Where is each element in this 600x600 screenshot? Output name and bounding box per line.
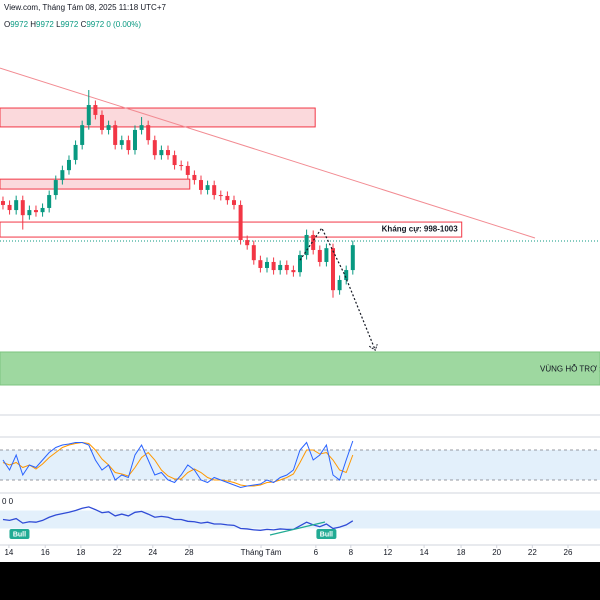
x-tick-label: 12: [383, 548, 392, 557]
candle-body: [179, 165, 184, 167]
candle-body: [264, 261, 269, 268]
candle-body: [238, 204, 243, 241]
candle-body: [60, 170, 65, 181]
x-tick-label: 26: [564, 548, 573, 557]
candle-body: [331, 248, 336, 291]
candle-body: [324, 248, 329, 262]
zone: [0, 107, 316, 128]
zone-label: VÙNG HỖ TRỢ :: [540, 365, 600, 374]
candle-body: [139, 125, 144, 130]
candle-body: [311, 234, 316, 250]
candle-body: [14, 200, 19, 211]
candle-body: [132, 129, 137, 151]
candle-body: [172, 155, 177, 166]
candle-body: [126, 140, 131, 151]
projection-arrowhead: [368, 344, 378, 351]
zone: [0, 221, 463, 238]
candle-body: [258, 260, 263, 268]
x-tick-label: 18: [76, 548, 85, 557]
x-tick-label: 14: [420, 548, 429, 557]
stoch-band: [0, 450, 600, 480]
x-tick-label: 8: [349, 548, 354, 557]
candle-body: [27, 210, 32, 216]
x-tick-label: 6: [314, 548, 319, 557]
candle-body: [337, 279, 342, 291]
x-tick-label: 20: [492, 548, 501, 557]
signal-label: Bull: [320, 531, 333, 538]
candle-body: [53, 180, 58, 196]
candle-body: [317, 249, 322, 262]
candle-body: [33, 210, 38, 213]
zone: [0, 178, 191, 190]
signal-badge: [9, 529, 30, 539]
projection-path: [299, 226, 376, 351]
price-pane: Kháng cự: 998-1003 VÙNG HỖ TRỢ :: [0, 67, 600, 386]
candle-body: [152, 140, 157, 156]
candle-body: [159, 150, 164, 156]
x-tick-label: 16: [41, 548, 50, 557]
candle-body: [278, 264, 283, 271]
candle-body: [218, 195, 223, 197]
candle-body: [205, 185, 210, 190]
taskbar: [0, 562, 600, 600]
zone-label: Kháng cự: 998-1003: [382, 225, 459, 234]
candle-body: [40, 207, 45, 213]
candle-body: [99, 114, 104, 130]
candle-body: [20, 200, 25, 216]
x-tick-label: 18: [457, 548, 466, 557]
x-tick-label: 22: [113, 548, 122, 557]
candle-body: [185, 165, 190, 175]
candle-body: [212, 185, 217, 196]
candle-body: [113, 125, 118, 145]
candle-body: [231, 200, 236, 205]
x-tick-label: 28: [185, 548, 194, 557]
candle-body: [7, 204, 12, 211]
candle-body: [80, 125, 85, 145]
candle-body: [119, 140, 124, 145]
candle-body: [245, 240, 250, 246]
candle-body: [350, 245, 355, 271]
candle-body: [66, 159, 71, 171]
candle-body: [0, 201, 5, 205]
x-tick-label: Tháng Tám: [241, 548, 282, 557]
candle-body: [271, 261, 276, 271]
candle-body: [284, 264, 289, 271]
candle-body: [192, 174, 197, 181]
stoch-line: [2, 440, 354, 489]
zone: [0, 351, 600, 386]
candle-body: [298, 255, 302, 273]
x-tick-label: 14: [4, 548, 13, 557]
ohlc-legend: O9972 H9972 L9972 C9972 0 (0.00%): [4, 20, 141, 29]
signal-label: Bull: [13, 531, 26, 538]
signal-badge: [316, 529, 337, 539]
x-tick-label: 22: [528, 548, 537, 557]
divergence-line: [269, 521, 326, 536]
candle-body: [225, 195, 230, 201]
chart-title: View.com, Tháng Tám 08, 2025 11:18 UTC+7: [4, 3, 167, 12]
candle-body: [146, 125, 151, 141]
candle-body: [165, 150, 170, 156]
candle-body: [86, 105, 91, 126]
rsi-header: 0 0: [2, 497, 14, 506]
candle-body: [251, 245, 256, 261]
candle-body: [106, 125, 111, 130]
x-tick-label: 24: [148, 548, 157, 557]
candle-body: [73, 144, 78, 160]
candle-body: [304, 234, 309, 256]
candle-body: [198, 180, 203, 190]
candle-body: [47, 195, 52, 208]
candle-body: [344, 270, 349, 280]
candle-body: [291, 270, 296, 273]
indicator-panes: Bull Bull 14 16 18 22 24 28 Tháng Tám 6 8 12 14 18 20 2…: [0, 440, 600, 557]
candle-body: [93, 105, 98, 115]
